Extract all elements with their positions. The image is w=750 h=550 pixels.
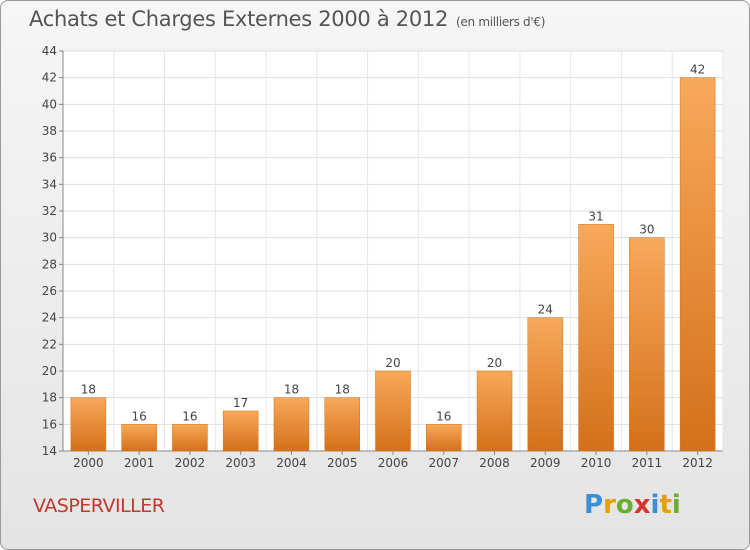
proxiti-logo: Proxiti xyxy=(584,490,681,520)
y-tick-label: 22 xyxy=(42,337,57,351)
x-tick-label: 2005 xyxy=(327,456,358,470)
bar xyxy=(375,370,411,452)
bar xyxy=(629,237,665,452)
y-tick-label: 24 xyxy=(42,311,57,325)
data-label: 16 xyxy=(182,409,197,423)
y-tick-label: 16 xyxy=(42,417,57,431)
x-tick-label: 2001 xyxy=(124,456,155,470)
data-label: 16 xyxy=(436,409,451,423)
x-tick-label: 2004 xyxy=(276,456,307,470)
x-tick-label: 2009 xyxy=(530,456,561,470)
data-label: 18 xyxy=(81,383,96,397)
y-tick-label: 42 xyxy=(42,71,57,85)
data-label: 31 xyxy=(588,209,603,223)
bar xyxy=(70,397,107,452)
logo-letter: r xyxy=(603,490,616,520)
data-label: 16 xyxy=(132,409,147,423)
x-tick-label: 2003 xyxy=(225,456,256,470)
data-label: 17 xyxy=(233,396,248,410)
y-tick-label: 34 xyxy=(42,177,57,191)
bar xyxy=(679,77,716,452)
x-tick-label: 2008 xyxy=(479,456,510,470)
bar xyxy=(172,424,208,452)
y-tick-label: 32 xyxy=(42,204,57,218)
chart-title: Achats et Charges Externes 2000 à 2012 (e… xyxy=(29,7,545,31)
label-layer: 2000 18 2001 16 2002 16 2003 17 2004 18 2005 18 2006… xyxy=(73,63,713,470)
x-tick-label: 2007 xyxy=(428,456,459,470)
bar xyxy=(222,410,259,452)
data-label: 30 xyxy=(639,223,654,237)
bar xyxy=(121,424,157,452)
data-label: 20 xyxy=(487,356,502,370)
y-tick-label: 44 xyxy=(42,44,57,58)
bar xyxy=(426,424,462,452)
data-label: 20 xyxy=(385,356,400,370)
bar xyxy=(273,397,310,452)
y-tick-label: 38 xyxy=(42,124,57,138)
data-label: 18 xyxy=(335,383,350,397)
logo-letter: i xyxy=(671,490,681,520)
data-label: 18 xyxy=(284,383,299,397)
x-tick-label: 2006 xyxy=(378,456,409,470)
bar-layer xyxy=(70,77,716,452)
bar xyxy=(578,224,614,452)
y-tick-label: 20 xyxy=(42,364,57,378)
chart-title-text: Achats et Charges Externes 2000 à 2012 xyxy=(29,7,449,31)
logo-letter: i xyxy=(650,490,660,520)
x-tick-label: 2011 xyxy=(632,456,663,470)
y-tick-label: 18 xyxy=(42,391,57,405)
y-tick-label: 28 xyxy=(42,257,57,271)
y-tick-label: 40 xyxy=(42,97,57,111)
x-tick-label: 2010 xyxy=(581,456,612,470)
logo-letter: t xyxy=(659,490,672,520)
logo-letter: P xyxy=(584,490,604,520)
x-tick-label: 2002 xyxy=(175,456,206,470)
x-tick-label: 2012 xyxy=(682,456,713,470)
y-tick-label: 36 xyxy=(42,151,57,165)
data-label: 42 xyxy=(690,63,705,77)
bar xyxy=(324,397,360,452)
location-name: VASPERVILLER xyxy=(33,495,165,517)
logo-letter: o xyxy=(615,490,634,520)
x-tick-label: 2000 xyxy=(73,456,104,470)
chart-subtitle: (en milliers d'€) xyxy=(456,15,546,29)
y-tick-label: 14 xyxy=(42,444,57,458)
logo-letter: x xyxy=(633,490,651,520)
y-tick-label: 26 xyxy=(42,284,57,298)
data-label: 24 xyxy=(538,303,553,317)
bar xyxy=(527,317,564,452)
y-tick-label: 30 xyxy=(42,231,57,245)
bar xyxy=(476,370,513,452)
